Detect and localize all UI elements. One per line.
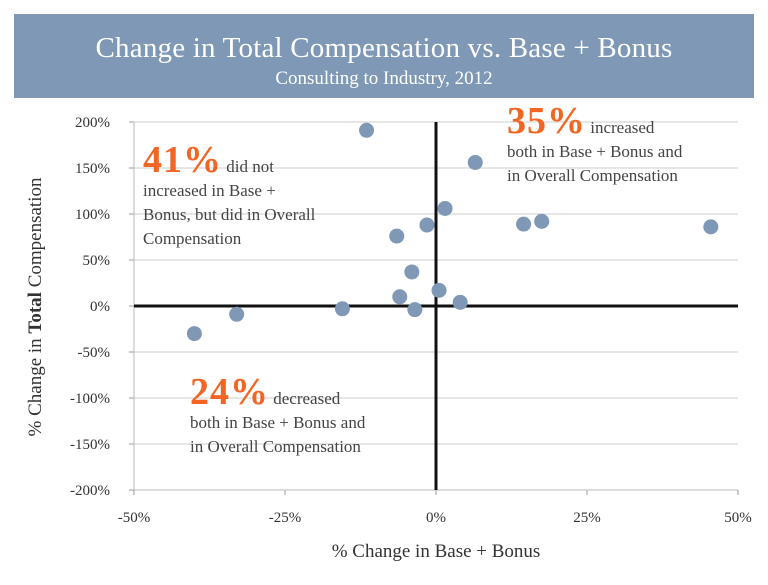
annotation-q3-text-c: in Overall Compensation: [190, 437, 361, 456]
data-point: [431, 282, 447, 298]
data-point: [229, 306, 245, 322]
annotation-q2: 41% did not increased in Base + Bonus, b…: [143, 141, 383, 251]
data-point: [703, 219, 719, 235]
x-tick-label: 50%: [724, 510, 752, 526]
y-axis-title: % Change in Total Compensation: [25, 177, 46, 436]
chart-header: Change in Total Compensation vs. Base + …: [14, 14, 754, 98]
data-point: [389, 228, 405, 244]
data-point: [359, 122, 375, 138]
data-point: [419, 217, 435, 233]
y-tick-labels: 200% 150% 100% 50% 0% -50% -100% -150% -200%: [70, 115, 110, 499]
data-point: [404, 264, 420, 280]
annotation-q2-text-a: did not: [222, 157, 274, 176]
x-axis-title: % Change in Base + Bonus: [332, 541, 541, 562]
y-tick-label: 150%: [75, 161, 110, 177]
annotation-q2-text-c: Bonus, but did in Overall: [143, 205, 316, 224]
y-tick-label: 0%: [90, 299, 110, 315]
annotation-q3: 24% decreased both in Base + Bonus and i…: [190, 373, 440, 459]
data-point: [437, 200, 453, 216]
data-point: [516, 216, 532, 232]
x-tick-label: 25%: [573, 510, 601, 526]
annotation-q1: 35% increased both in Base + Bonus and i…: [507, 102, 757, 188]
data-point: [334, 301, 350, 317]
y-tick-label: 200%: [75, 115, 110, 131]
x-tick-label: 0%: [426, 510, 446, 526]
data-point: [407, 302, 423, 318]
x-tick-label: -50%: [118, 510, 151, 526]
data-point: [186, 326, 202, 342]
annotation-q1-text-a: increased: [586, 118, 655, 137]
axes: [133, 122, 738, 491]
data-point: [534, 213, 550, 229]
y-tick-label: -150%: [70, 437, 110, 453]
data-point: [452, 294, 468, 310]
data-point: [392, 289, 408, 305]
y-tick-label: 50%: [83, 253, 111, 269]
annotation-q2-percent: 41%: [143, 139, 222, 181]
x-tick-label: -25%: [269, 510, 302, 526]
y-tick-label: -100%: [70, 391, 110, 407]
annotation-q1-text-b: both in Base + Bonus and: [507, 142, 683, 161]
chart-subtitle: Consulting to Industry, 2012: [275, 68, 493, 89]
chart-title: Change in Total Compensation vs. Base + …: [95, 32, 673, 64]
annotation-q1-text-c: in Overall Compensation: [507, 166, 678, 185]
annotation-q3-percent: 24%: [190, 371, 269, 413]
y-tick-label: 100%: [75, 207, 110, 223]
data-points: [186, 122, 719, 342]
annotation-q2-text-d: Compensation: [143, 229, 242, 248]
annotation-q2-text-b: increased in Base +: [143, 181, 276, 200]
annotation-q3-text-b: both in Base + Bonus and: [190, 413, 366, 432]
x-tick-labels: -50% -25% 0% 25% 50%: [118, 510, 752, 526]
data-point: [467, 154, 483, 170]
y-tick-label: -200%: [70, 483, 110, 499]
y-tick-label: -50%: [78, 345, 111, 361]
annotation-q1-percent: 35%: [507, 100, 586, 142]
annotation-q3-text-a: decreased: [269, 389, 341, 408]
